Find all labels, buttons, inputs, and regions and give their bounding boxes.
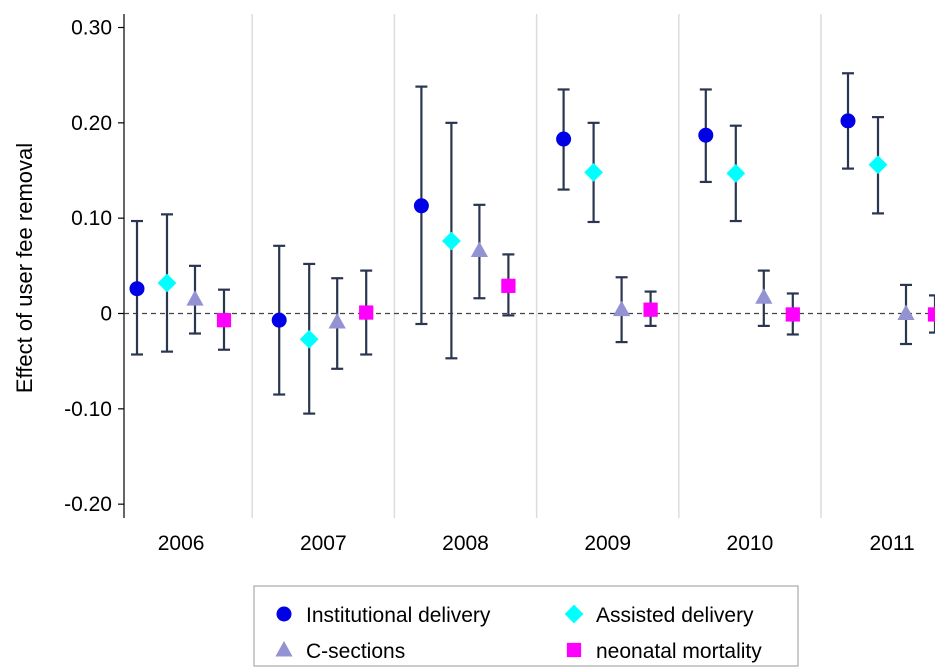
marker-triangle <box>470 241 489 258</box>
legend-box <box>253 585 799 667</box>
y-tick-label: 0.30 <box>71 17 112 40</box>
marker-diamond <box>726 163 746 183</box>
marker-square <box>216 313 232 328</box>
x-tick-label: 2011 <box>870 532 915 555</box>
marker-triangle <box>186 290 204 306</box>
marker-circle <box>129 281 145 297</box>
marker-square <box>501 278 516 293</box>
marker-triangle <box>612 300 631 317</box>
axes: 0.30 0.20 0.10 0 -0.10 -0.20 2006 2007 2008 2009… <box>12 14 915 555</box>
marker-square <box>643 302 658 317</box>
x-tick-label: 2009 <box>584 532 631 555</box>
marker-diamond <box>442 231 461 251</box>
y-tick-label: -0.20 <box>64 493 112 516</box>
y-tick-label: 0.10 <box>71 207 112 230</box>
y-ticks: 0.30 0.20 0.10 0 -0.10 -0.20 <box>64 17 124 516</box>
y-tick-label: 0 <box>100 303 112 326</box>
legend-label: C-sections <box>306 640 405 663</box>
legend-marker-circle <box>276 606 292 622</box>
legend-label: neonatal mortality <box>596 640 762 663</box>
x-tick-label: 2008 <box>442 532 489 555</box>
marker-triangle <box>755 288 773 304</box>
y-tick-label: -0.10 <box>64 398 112 421</box>
y-axis-label: Effect of user fee removal <box>12 143 37 393</box>
marker-square <box>927 307 935 322</box>
marker-circle <box>840 113 856 129</box>
marker-diamond <box>299 329 319 349</box>
legend-marker-square <box>566 642 582 658</box>
x-tick-label: 2010 <box>727 532 774 555</box>
x-ticks: 2006 2007 2008 2009 2010 2011 <box>158 532 915 555</box>
marker-square <box>785 307 800 322</box>
marker-square <box>359 305 374 320</box>
marker-circle <box>271 312 287 328</box>
marker-diamond <box>157 273 177 293</box>
marker-triangle <box>328 313 346 329</box>
marker-circle <box>556 131 572 147</box>
markers <box>129 113 935 349</box>
x-tick-label: 2007 <box>300 532 347 555</box>
marker-triangle <box>897 304 915 320</box>
year-separators <box>251 14 822 518</box>
legend: Institutional delivery Assisted delivery C… <box>253 585 799 667</box>
marker-diamond <box>584 163 603 182</box>
x-tick-label: 2006 <box>158 532 205 555</box>
marker-circle <box>698 127 714 143</box>
marker-circle <box>413 198 429 214</box>
y-tick-label: 0.20 <box>71 112 112 135</box>
legend-label: Assisted delivery <box>596 604 754 627</box>
legend-label: Institutional delivery <box>306 604 491 627</box>
legend-marker-diamond <box>564 604 584 624</box>
legend-marker-triangle <box>275 640 293 657</box>
marker-diamond <box>868 155 888 175</box>
